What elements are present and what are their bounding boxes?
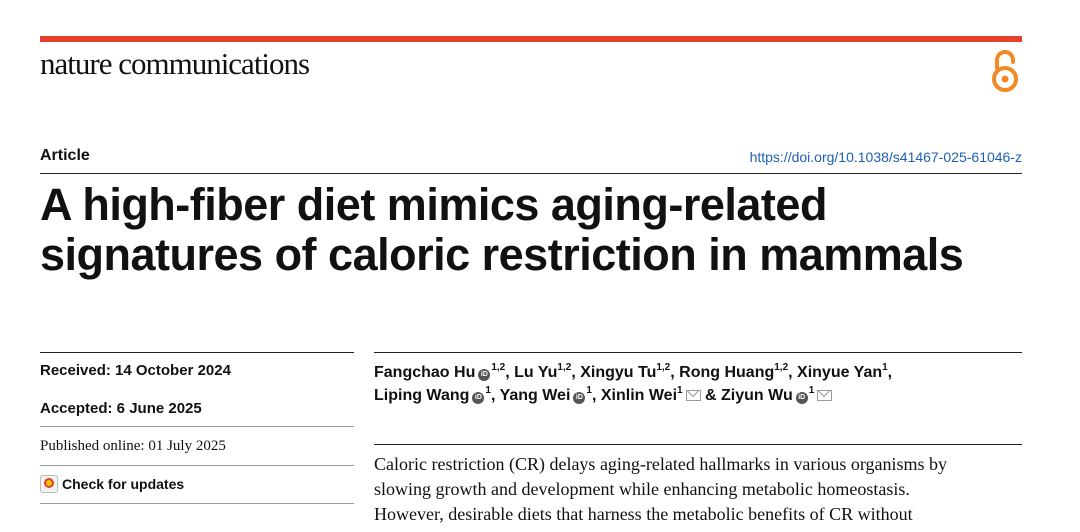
affiliation-superscript: 1,2 <box>557 361 572 373</box>
author-separator: , <box>490 387 500 404</box>
title-line-1: A high-fiber diet mimics aging-related <box>40 179 827 230</box>
author-name: Xingyu Tu <box>580 364 657 381</box>
doi-link[interactable]: https://doi.org/10.1038/s41467-025-61046… <box>749 149 1022 165</box>
published-date: Published online: 01 July 2025 <box>40 438 226 454</box>
abstract-divider <box>374 444 1022 445</box>
authors-divider <box>374 352 1022 353</box>
orcid-icon[interactable]: iD <box>472 392 485 404</box>
meta-rule <box>40 426 354 427</box>
abstract-line: However, desirable diets that harness th… <box>374 504 913 524</box>
affiliation-superscript: 1 <box>677 384 683 396</box>
author-separator: , <box>591 387 601 404</box>
author-separator: , <box>670 364 680 381</box>
author-ziyun-wu[interactable]: Ziyun Wu iD1 <box>721 384 833 404</box>
author-list: Fangchao Hu iD1,2, Lu Yu1,2, Xingyu Tu1,2… <box>374 361 974 407</box>
author-xingyu-tu[interactable]: Xingyu Tu1,2 <box>580 361 671 381</box>
check-updates-icon <box>40 475 58 493</box>
author-separator: & <box>700 387 722 404</box>
abstract: Caloric restriction (CR) delays aging-re… <box>374 452 1034 527</box>
check-updates-label: Check for updates <box>62 476 185 492</box>
author-name: Rong Huang <box>679 364 775 381</box>
email-icon[interactable] <box>817 390 833 401</box>
author-separator: , <box>887 364 893 381</box>
affiliation-superscript: 1 <box>882 361 888 373</box>
author-name: Ziyun Wu <box>721 387 793 404</box>
header-divider <box>40 173 1022 174</box>
check-for-updates-button[interactable]: Check for updates <box>40 475 184 493</box>
affiliation-superscript: 1,2 <box>774 361 789 373</box>
meta-divider <box>40 352 354 353</box>
author-name: Fangchao Hu <box>374 364 476 381</box>
journal-accent-bar <box>40 36 1022 42</box>
orcid-icon[interactable]: iD <box>795 392 808 404</box>
orcid-icon[interactable]: iD <box>478 369 491 381</box>
affiliation-superscript: 1 <box>485 384 491 396</box>
author-yang-wei[interactable]: Yang Wei iD1 <box>499 384 592 404</box>
author-separator: , <box>788 364 798 381</box>
author-fangchao-hu[interactable]: Fangchao Hu iD1,2 <box>374 361 506 381</box>
orcid-icon[interactable]: iD <box>573 392 586 404</box>
author-name: Lu Yu <box>514 364 558 381</box>
abstract-line: Caloric restriction (CR) delays aging-re… <box>374 454 948 474</box>
meta-rule <box>40 465 354 466</box>
journal-name[interactable]: nature communications <box>40 46 310 81</box>
author-name: Liping Wang <box>374 387 470 404</box>
received-date: Received: 14 October 2024 <box>40 362 231 379</box>
article-title: A high-fiber diet mimics aging-related s… <box>40 180 1040 280</box>
author-liping-wang[interactable]: Liping Wang iD1 <box>374 384 491 404</box>
author-name: Xinyue Yan <box>797 364 883 381</box>
accepted-date: Accepted: 6 June 2025 <box>40 400 202 417</box>
author-lu-yu[interactable]: Lu Yu1,2 <box>514 361 572 381</box>
author-xinlin-wei[interactable]: Xinlin Wei1 <box>600 384 701 404</box>
author-separator: , <box>505 364 515 381</box>
affiliation-superscript: 1 <box>586 384 592 396</box>
author-name: Yang Wei <box>499 387 571 404</box>
title-line-2: signatures of caloric restriction in mam… <box>40 229 964 280</box>
affiliation-superscript: 1,2 <box>491 361 506 373</box>
abstract-line: slowing growth and development while enh… <box>374 479 910 499</box>
author-rong-huang[interactable]: Rong Huang1,2 <box>679 361 789 381</box>
meta-rule <box>40 503 354 504</box>
author-xinyue-yan[interactable]: Xinyue Yan1 <box>797 361 888 381</box>
affiliation-superscript: 1,2 <box>656 361 671 373</box>
open-access-icon <box>992 50 1018 92</box>
article-type: Article <box>40 147 90 164</box>
email-icon[interactable] <box>685 390 701 401</box>
affiliation-superscript: 1 <box>808 384 815 396</box>
author-separator: , <box>571 364 581 381</box>
author-name: Xinlin Wei <box>600 387 678 404</box>
